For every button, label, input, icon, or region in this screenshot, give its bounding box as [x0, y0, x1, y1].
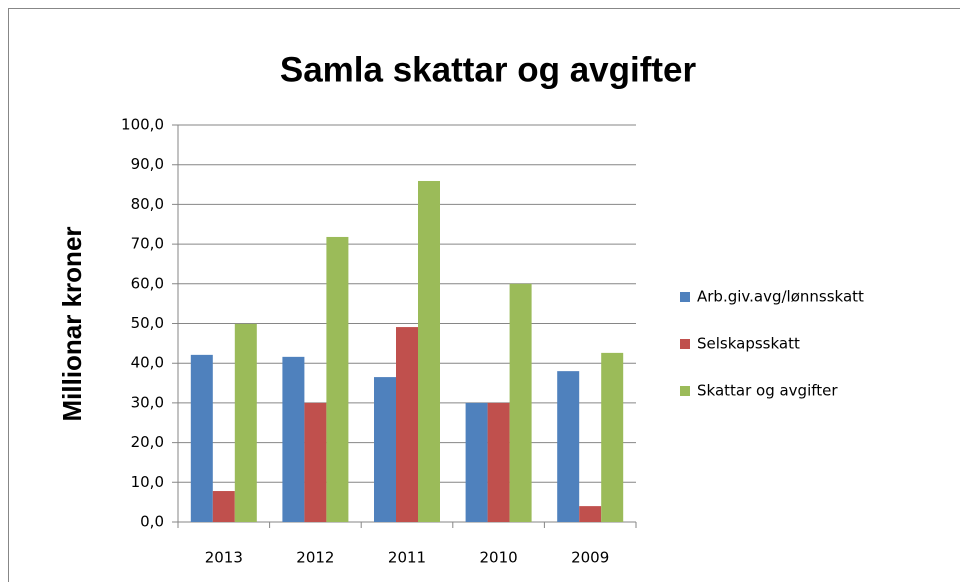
bar [601, 352, 624, 522]
x-tick-label: 2011 [388, 549, 426, 567]
bar [374, 377, 396, 522]
bar [487, 402, 510, 522]
y-tick-label: 30,0 [131, 393, 164, 411]
legend-label: Arb.giv.avg/lønnsskatt [697, 288, 864, 306]
bar [190, 354, 213, 522]
x-tick-label: 2013 [205, 549, 243, 567]
bar [212, 491, 235, 522]
y-axis-title: Millionar kroner [57, 226, 87, 421]
chart-title: Samla skattar og avgifter [280, 50, 697, 89]
bar [579, 506, 602, 522]
y-tick-label: 10,0 [131, 473, 164, 491]
x-tick-label: 2012 [296, 549, 334, 567]
bar [396, 327, 418, 522]
bar [326, 236, 349, 523]
bar [465, 402, 488, 522]
bar [557, 371, 580, 522]
y-tick-label: 20,0 [131, 433, 164, 451]
x-tick-label: 2010 [480, 549, 518, 567]
y-tick-label: 50,0 [131, 314, 164, 332]
y-tick-label: 100,0 [121, 116, 164, 134]
y-tick-label: 60,0 [131, 274, 164, 292]
bar [509, 283, 532, 522]
y-tick-label: 0,0 [140, 513, 164, 531]
legend-label: Selskapsskatt [697, 335, 800, 353]
bar [282, 356, 305, 522]
bar [304, 402, 327, 522]
legend-label: Skattar og avgifter [697, 382, 838, 400]
bar [418, 180, 440, 523]
legend-swatch [680, 292, 690, 302]
y-tick-label: 80,0 [131, 195, 164, 213]
legend-swatch [680, 339, 690, 349]
bar [234, 323, 257, 522]
x-tick-label: 2009 [571, 549, 609, 567]
y-tick-label: 90,0 [131, 155, 164, 173]
y-tick-label: 70,0 [131, 235, 164, 253]
legend-swatch [680, 386, 690, 396]
y-tick-label: 40,0 [131, 354, 164, 372]
